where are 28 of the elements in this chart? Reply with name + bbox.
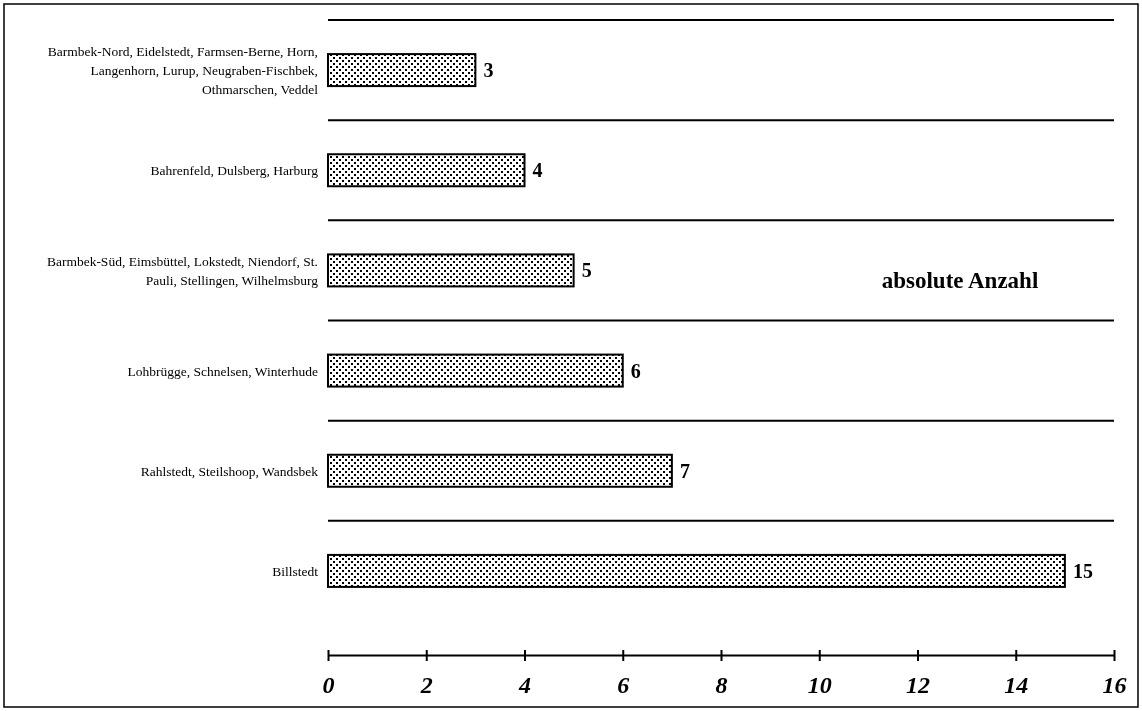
x-tick-label: 8 — [715, 671, 728, 698]
data-label: 15 — [1072, 559, 1093, 582]
bar — [327, 353, 624, 388]
x-tick-label: 16 — [1102, 671, 1127, 698]
x-tick-label: 0 — [322, 671, 335, 698]
y-tick-label: Billstedt — [272, 563, 319, 579]
bar — [327, 53, 477, 88]
x-tick-label: 14 — [1004, 671, 1029, 698]
y-tick-label: Barmbek-Süd, Eimsbüttel, Lokstedt, Niendorf, St. Pauli, Stellingen, Wilhelmsburg — [46, 253, 319, 288]
y-tick-label: Barmbek-Nord, Eidelstedt, Farmsen-Berne, Horn, Langenhorn, Lurup, Neugraben-Fischbek, Othmarschen, Veddel — [47, 44, 319, 98]
annotation: absolute Anzahl — [881, 268, 1039, 293]
data-label: 6 — [630, 359, 641, 382]
x-tick-label: 12 — [906, 671, 930, 698]
bar — [327, 553, 1066, 588]
x-tick-label: 10 — [807, 671, 832, 698]
data-label: 7 — [679, 459, 690, 482]
bar — [327, 153, 526, 188]
data-label: 3 — [483, 59, 494, 82]
y-tick-label: Rahlstedt, Steilshoop, Wandsbek — [140, 463, 319, 479]
data-label: 5 — [581, 259, 592, 282]
y-tick-label: Lohbrügge, Schnelsen, Winterhude — [127, 363, 318, 379]
y-tick-label: Bahrenfeld, Dulsberg, Harburg — [150, 163, 319, 179]
x-tick-label: 2 — [419, 671, 433, 698]
bar — [327, 453, 673, 488]
data-label: 4 — [532, 159, 543, 182]
x-tick-label: 4 — [518, 671, 531, 698]
x-tick-label: 6 — [617, 671, 630, 698]
bar — [327, 253, 575, 288]
